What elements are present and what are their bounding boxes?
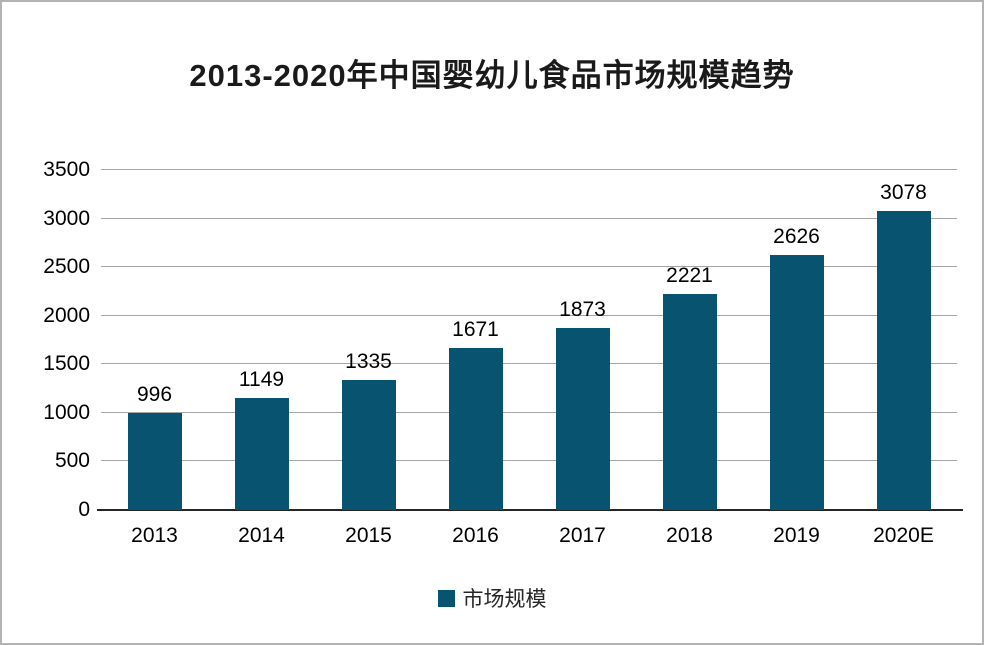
gridline xyxy=(101,411,957,413)
y-tick-label: 500 xyxy=(54,449,90,473)
x-tick-label: 2016 xyxy=(452,524,499,547)
bar-2016[interactable]: 1671 xyxy=(448,318,503,510)
y-tick-label: 2000 xyxy=(43,303,90,327)
gridline xyxy=(101,314,957,316)
bar-2017[interactable]: 1873 xyxy=(555,298,610,510)
x-tick-label: 2017 xyxy=(559,524,606,547)
x-tick-label: 2014 xyxy=(238,524,285,547)
gridline xyxy=(101,217,957,219)
bar-value-label: 1873 xyxy=(559,298,606,322)
bar-2013[interactable]: 996 xyxy=(127,383,182,510)
bar-value-label: 1149 xyxy=(238,368,285,392)
gridline xyxy=(101,363,957,365)
chart-title: 2013-2020年中国婴幼儿食品市场规模趋势 xyxy=(189,58,795,93)
bar-value-label: 2626 xyxy=(773,224,820,248)
bar-2020E[interactable]: 3078 xyxy=(876,181,931,510)
bar-value-label: 1335 xyxy=(345,350,392,374)
x-tick-label: 2013 xyxy=(131,524,178,547)
y-tick-label: 0 xyxy=(78,498,90,521)
bar-value-label: 2221 xyxy=(666,264,713,288)
gridline xyxy=(101,266,957,268)
y-axis-labels: 0 500 1000 1500 2000 2500 3000 3500 xyxy=(2,158,90,521)
y-tick-label: 3500 xyxy=(43,158,90,181)
x-tick-label: 2018 xyxy=(666,524,713,547)
bar-2018[interactable]: 2221 xyxy=(662,264,717,510)
x-axis-labels: 2013 2014 2015 2016 2017 2018 2019 2020E xyxy=(101,524,957,554)
x-tick-label: 2015 xyxy=(345,524,392,547)
bar-2015[interactable]: 1335 xyxy=(341,350,396,510)
x-axis-line xyxy=(97,509,963,511)
gridline xyxy=(101,460,957,462)
bar-value-label: 1671 xyxy=(452,317,499,341)
y-tick-label: 1000 xyxy=(43,400,90,424)
y-tick-label: 2500 xyxy=(43,255,90,279)
y-tick-label: 3000 xyxy=(43,206,90,230)
gridline xyxy=(101,169,957,170)
legend: 市场规模 xyxy=(2,586,982,611)
bar-2019[interactable]: 2626 xyxy=(769,225,824,510)
plot-area: 996 1149 1335 1671 1873 2221 2626 3078 xyxy=(97,169,963,511)
x-tick-label: 2019 xyxy=(773,524,820,547)
x-tick-label: 2020E xyxy=(873,524,934,547)
y-tick-label: 1500 xyxy=(43,352,90,376)
bar-value-label: 996 xyxy=(136,383,173,407)
bar-2014[interactable]: 1149 xyxy=(234,368,289,510)
legend-label: 市场规模 xyxy=(462,588,547,611)
bar-value-label: 3078 xyxy=(880,181,927,204)
legend-swatch-icon xyxy=(437,589,455,607)
